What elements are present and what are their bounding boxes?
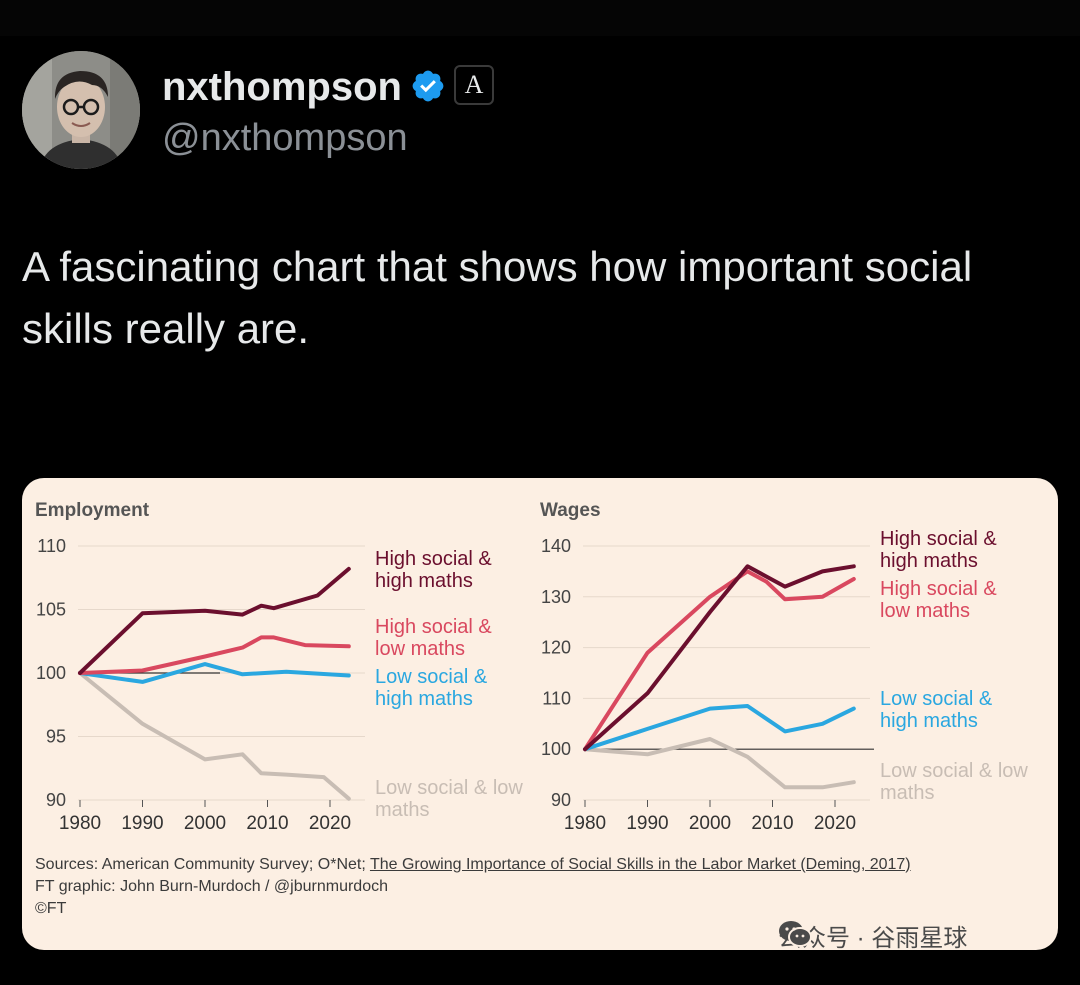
copyright: ©FT: [35, 900, 67, 917]
employment-series-label-4: Low social & low: [375, 777, 523, 799]
wages-series-label-2: High social &: [880, 578, 997, 600]
employment-series-label-2: High social &: [375, 616, 492, 638]
display-name[interactable]: nxthompson: [162, 65, 402, 109]
wages-series-label-4: maths: [880, 782, 934, 804]
employment-x-tick-label: 2000: [184, 813, 226, 834]
wages-y-tick-label: 140: [541, 536, 571, 556]
wages-y-tick-label: 120: [541, 638, 571, 658]
wages-x-tick-label: 2010: [751, 813, 793, 834]
chart-image[interactable]: Employment 110 105 100 95 90 1980 1990 2000 2010 2…: [22, 478, 1058, 950]
avatar[interactable]: [22, 51, 140, 169]
sources-paper-link[interactable]: The Growing Importance of Social Skills …: [369, 856, 911, 873]
sources-prefix: Sources: American Community Survey; O*Ne…: [35, 856, 370, 873]
employment-x-tick-label: 1980: [59, 813, 101, 834]
wages-y-tick-label: 100: [541, 739, 571, 759]
wages-x-tick-label: 2000: [689, 813, 731, 834]
wages-y-tick-label: 90: [551, 790, 571, 810]
employment-series-label-3: high maths: [375, 688, 473, 710]
employment-series-label-1: High social &: [375, 548, 492, 570]
employment-y-tick-label: 105: [36, 600, 66, 620]
wages-series-label-1: high maths: [880, 550, 978, 572]
employment-y-tick-label: 110: [37, 536, 66, 556]
wages-y-tick-label: 110: [542, 688, 571, 708]
employment-x-tick-label: 1990: [121, 813, 163, 834]
affiliate-badge[interactable]: A: [454, 65, 494, 105]
wages-x-tick-label: 1980: [564, 813, 606, 834]
wages-y-tick-label: 130: [541, 587, 571, 607]
wages-series-label-3: Low social &: [880, 688, 993, 710]
wages-series-line-2: [583, 569, 856, 752]
wages-series-label-3: high maths: [880, 710, 978, 732]
watermark: 公众号 · 谷雨星球: [778, 920, 967, 950]
wages-series-line-4: [583, 737, 856, 790]
wages-series-label-1: High social &: [880, 528, 997, 550]
employment-x-tick-label: 2010: [246, 813, 288, 834]
employment-y-tick-label: 95: [46, 727, 66, 747]
employment-series-label-3: Low social &: [375, 666, 488, 688]
employment-series-label-2: low maths: [375, 638, 465, 660]
employment-series-label-4: maths: [375, 799, 429, 821]
wages-x-tick-label: 2020: [814, 813, 856, 834]
wages-series-line-1: [583, 564, 856, 752]
verified-badge-icon: [412, 70, 444, 102]
employment-y-tick-label: 100: [36, 663, 66, 683]
employment-y-tick-label: 90: [46, 790, 66, 810]
employment-series-line-3: [78, 662, 351, 684]
chart-sources: Sources: American Community Survey; O*Ne…: [35, 854, 1045, 920]
tweet-text: A fascinating chart that shows how impor…: [22, 243, 973, 352]
employment-series-label-1: high maths: [375, 570, 473, 592]
employment-x-tick-label: 2020: [309, 813, 351, 834]
employment-series-line-1: [78, 566, 351, 675]
employment-chart-title: Employment: [35, 500, 150, 521]
wages-x-tick-label: 1990: [626, 813, 668, 834]
wages-series-line-3: [583, 704, 856, 752]
top-strip: [0, 0, 1080, 36]
employment-series-line-2: [78, 635, 351, 675]
user-handle[interactable]: @nxthompson: [162, 117, 408, 159]
graphic-credit: FT graphic: John Burn-Murdoch / @jburnmu…: [35, 878, 388, 895]
wages-series-label-2: low maths: [880, 600, 970, 622]
wages-chart-title: Wages: [540, 500, 601, 521]
wechat-icon: [779, 921, 812, 947]
charts-canvas: Employment 110 105 100 95 90 1980 1990 2000 2010 2…: [35, 500, 1028, 834]
employment-series-line-4: [78, 671, 351, 801]
wages-series-label-4: Low social & low: [880, 760, 1028, 782]
profile-photo-icon: [22, 51, 140, 169]
